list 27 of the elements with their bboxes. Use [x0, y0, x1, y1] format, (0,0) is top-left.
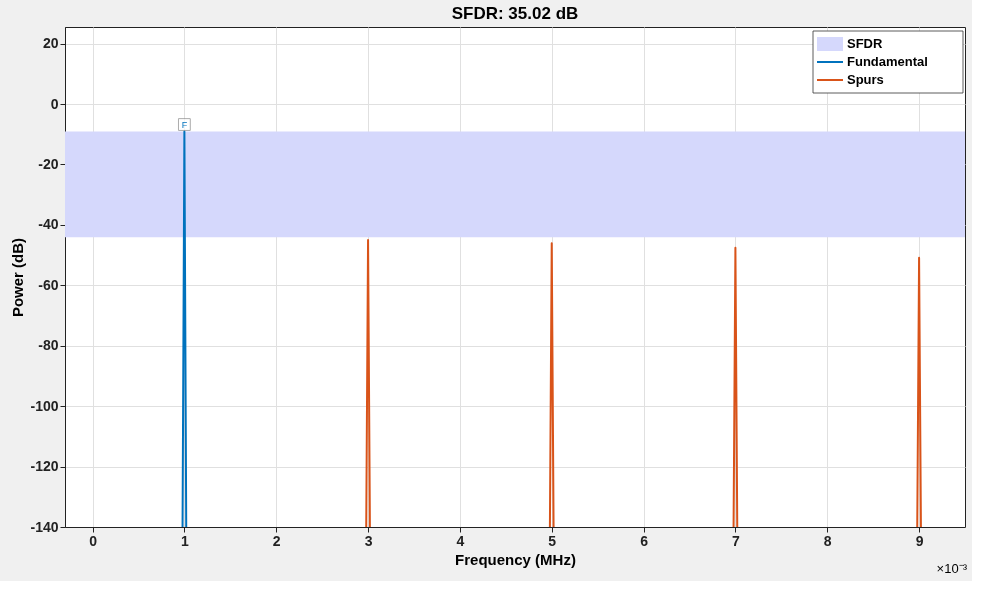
y-tick-label: -120 [30, 458, 59, 475]
y-tick-label: -140 [30, 518, 59, 535]
x-tick-label: 6 [640, 532, 649, 549]
x-tick-label: 9 [915, 532, 924, 549]
y-tick-label: -100 [30, 397, 59, 414]
y-tick-label: -40 [38, 216, 59, 233]
legend-label: Fundamental [847, 54, 928, 69]
chart-title: SFDR: 35.02 dB [451, 4, 579, 23]
y-tick-label: -80 [38, 337, 59, 354]
legend-label: SFDR [847, 36, 883, 51]
x-axis-title: Frequency (MHz) [455, 550, 576, 568]
y-tick-label: 20 [42, 35, 59, 52]
x-tick-label: 1 [180, 532, 189, 549]
x-tick-label: 0 [89, 532, 98, 549]
x-tick-label: 3 [364, 532, 373, 549]
y-tick-label: 0 [50, 95, 59, 112]
x-tick-label: 8 [823, 532, 832, 549]
x-tick-label: 2 [272, 532, 281, 549]
x-tick-label: 5 [548, 532, 557, 549]
x-tick-label: 7 [732, 532, 741, 549]
y-axis-title: Power (dB) [9, 237, 27, 318]
annotation: F [181, 119, 188, 130]
text: ×10⁻³ [936, 561, 968, 576]
y-tick-label: -20 [38, 155, 59, 172]
legend-label: Spurs [847, 72, 884, 87]
x-tick-label: 4 [456, 532, 465, 549]
y-tick-label: -60 [38, 276, 59, 293]
